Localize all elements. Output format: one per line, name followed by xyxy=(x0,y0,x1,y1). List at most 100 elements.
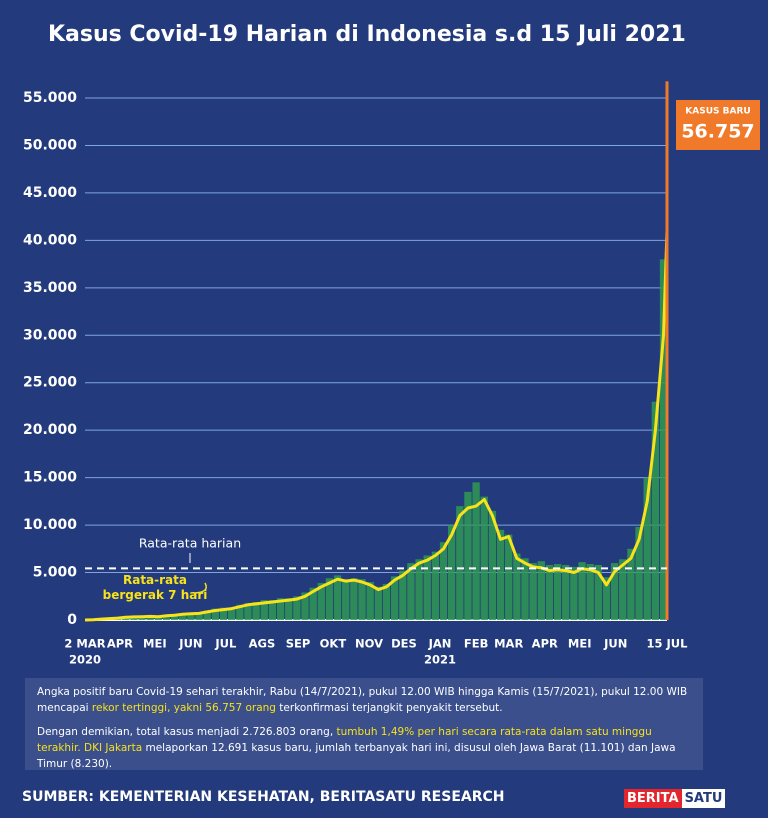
bar xyxy=(545,564,554,620)
bar xyxy=(179,613,187,620)
year-label: 2020 xyxy=(69,653,101,667)
bar xyxy=(285,598,293,620)
y-tick-label: 20.000 xyxy=(23,422,77,438)
y-tick-label: 25.000 xyxy=(23,375,77,391)
bar xyxy=(553,564,562,620)
y-tick-label: 50.000 xyxy=(23,137,77,153)
x-tick-label: 15 JUL xyxy=(647,637,689,651)
notes-box: Angka positif baru Covid-19 sehari terak… xyxy=(25,678,703,770)
bar xyxy=(252,601,260,620)
bar xyxy=(301,592,309,620)
bar xyxy=(505,534,513,620)
note-highlight: rekor tertinggi, yakni 56.757 orang xyxy=(91,702,276,714)
bar xyxy=(268,600,277,620)
bar xyxy=(570,566,578,620)
bar xyxy=(423,555,431,620)
x-tick-label: SEP xyxy=(286,637,311,651)
bar xyxy=(635,526,643,620)
bar xyxy=(317,582,325,620)
callout-box xyxy=(676,100,760,150)
bar xyxy=(431,551,440,620)
y-tick-label: 40.000 xyxy=(23,232,77,248)
y-tick-label: 30.000 xyxy=(23,327,77,343)
bar xyxy=(521,558,529,620)
line-label-part: bergerak 7 hari xyxy=(103,588,208,602)
x-tick-label: APR xyxy=(532,637,558,651)
x-tick-label: DES xyxy=(391,637,417,651)
bar xyxy=(399,570,407,620)
note-text: Angka positif baru Covid-19 sehari terak… xyxy=(37,686,688,714)
bar xyxy=(447,525,456,620)
bar xyxy=(529,563,537,620)
bar xyxy=(219,607,228,620)
bar xyxy=(602,577,611,620)
logo-part: BERITA xyxy=(624,789,682,808)
bar xyxy=(227,607,236,620)
bar xyxy=(170,614,179,620)
callout-title: KASUS BARU xyxy=(685,107,750,117)
value-label: 56.757 xyxy=(681,121,754,143)
note-text: terkonfirmasi terjangkit penyakit terseb… xyxy=(275,702,503,714)
bar xyxy=(195,612,203,620)
bar xyxy=(293,596,301,620)
bar xyxy=(480,496,488,620)
note-highlight: tumbuh 1,49% per hari secara rata-rata d… xyxy=(37,726,652,754)
bar xyxy=(187,612,195,620)
y-tick-label: 55.000 xyxy=(23,90,77,106)
bar xyxy=(162,615,171,620)
bar xyxy=(659,259,668,620)
bar xyxy=(374,586,382,620)
x-tick-label: MEI xyxy=(143,637,167,651)
bar xyxy=(366,582,374,620)
x-tick-label: AGS xyxy=(249,637,276,651)
bar xyxy=(610,563,619,620)
bar xyxy=(665,81,669,621)
note: Angka positif baru Covid-19 sehari terak… xyxy=(37,684,691,716)
line xyxy=(84,230,669,622)
bar xyxy=(464,491,472,620)
bar xyxy=(211,608,220,620)
x-tick-label: JUN xyxy=(603,637,627,651)
bar xyxy=(244,602,252,620)
y-tick-label: 5.000 xyxy=(33,565,78,581)
bar xyxy=(619,559,627,620)
x-tick-label: MAR xyxy=(494,637,523,651)
bar xyxy=(578,562,586,620)
x-tick-label: NOV xyxy=(355,637,383,651)
logo-part: SATU xyxy=(681,789,726,808)
x-tick-label: JUN xyxy=(178,637,202,651)
bar xyxy=(439,542,448,620)
bar xyxy=(333,575,342,620)
bar xyxy=(309,587,317,620)
bar xyxy=(276,598,285,620)
y-tick-label: 45.000 xyxy=(23,185,77,201)
y-tick-label: 10.000 xyxy=(23,517,77,533)
line-label: Rata-rata bergerak 7 hari xyxy=(103,573,208,602)
line-label-part: Rata-rata xyxy=(123,573,187,587)
bar xyxy=(390,576,399,620)
note-text: Dengan demikian, total kasus menjadi 2.7… xyxy=(37,726,337,738)
bar xyxy=(456,506,464,620)
bar xyxy=(651,401,660,620)
bar xyxy=(358,579,366,620)
year-label: 2021 xyxy=(424,653,456,667)
x-tick-label: JAN xyxy=(428,637,452,651)
chart-title: Kasus Covid-19 Harian di Indonesia s.d 1… xyxy=(48,22,686,47)
bar xyxy=(488,510,497,620)
average-label: Rata-rata harian xyxy=(139,536,241,551)
bar xyxy=(350,578,358,620)
bar xyxy=(260,600,268,620)
note-text: melaporkan 12.691 kasus baru, jumlah ter… xyxy=(37,742,676,770)
bar xyxy=(537,561,545,620)
bar xyxy=(236,604,244,620)
x-tick-label: MEI xyxy=(568,637,592,651)
bar xyxy=(496,529,505,620)
x-tick-label: 2 MAR xyxy=(64,637,105,651)
pointer xyxy=(194,582,207,594)
bar xyxy=(586,564,594,620)
bar xyxy=(342,579,350,620)
bar xyxy=(594,564,602,620)
logo: BERITA SATU xyxy=(624,789,726,808)
